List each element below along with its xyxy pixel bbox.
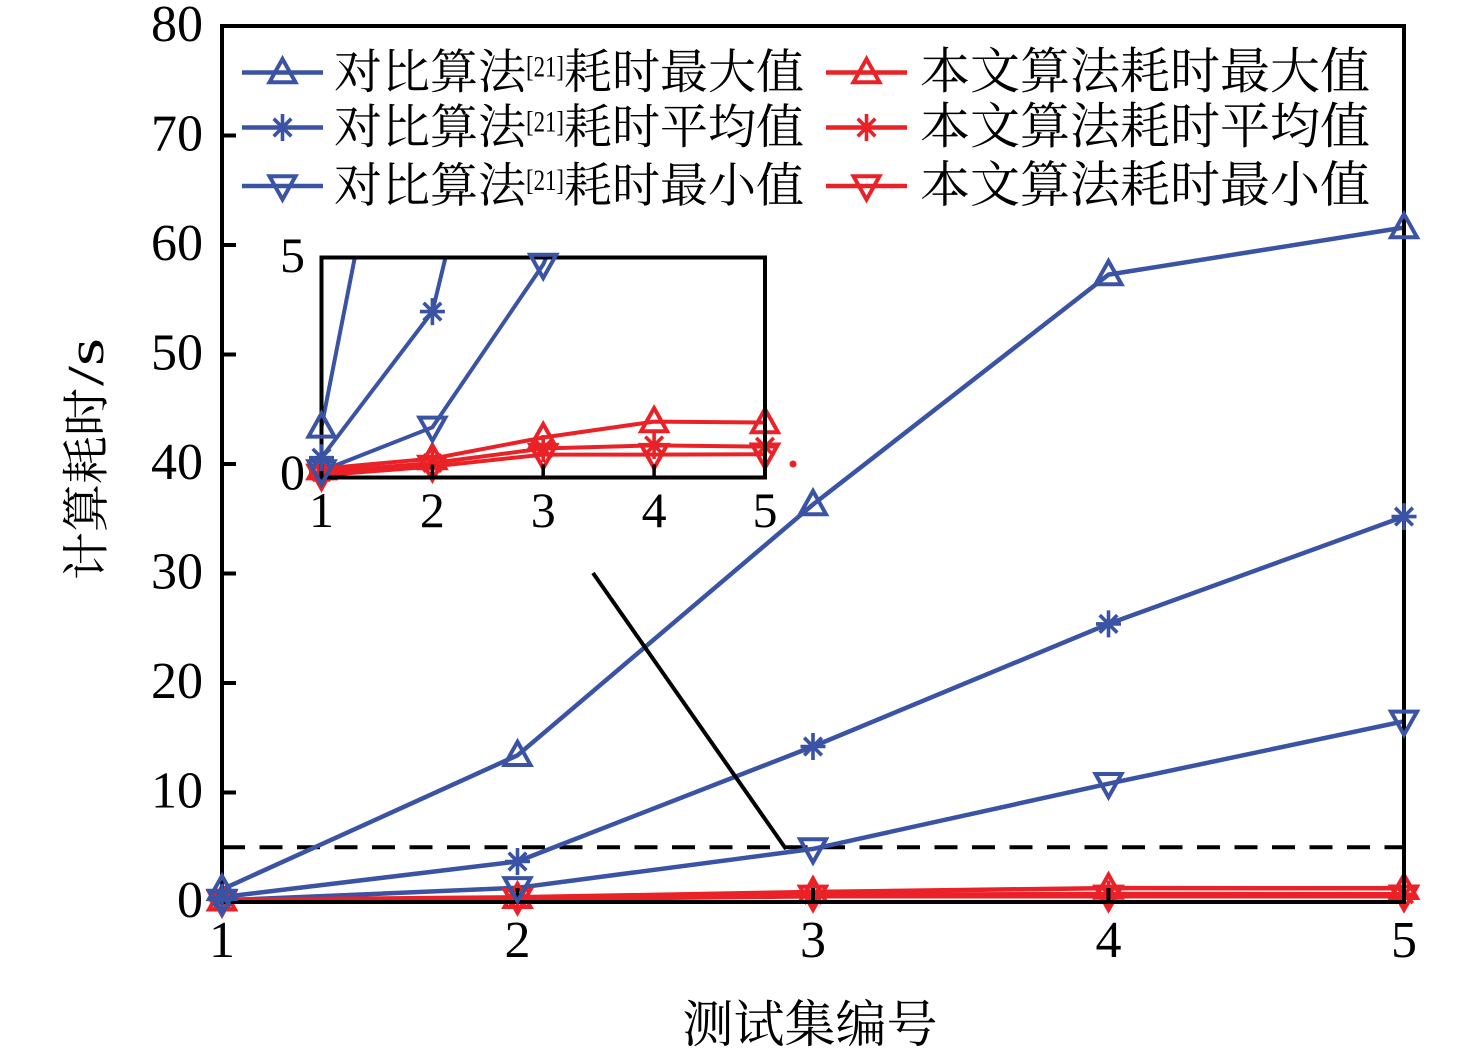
svg-text:10: 10 [151, 763, 203, 820]
svg-text:5: 5 [1391, 912, 1417, 969]
svg-text:[21]: [21] [526, 164, 564, 197]
svg-text:2: 2 [505, 912, 531, 969]
svg-text:0: 0 [280, 444, 305, 500]
svg-text:5: 5 [753, 482, 778, 538]
svg-text:0: 0 [177, 872, 203, 929]
svg-text:4: 4 [642, 482, 667, 538]
svg-text:30: 30 [151, 544, 203, 601]
svg-text:3: 3 [800, 912, 826, 969]
svg-text:3: 3 [531, 482, 556, 538]
svg-text:40: 40 [151, 434, 203, 491]
svg-text:50: 50 [151, 325, 203, 382]
svg-text:2: 2 [420, 482, 445, 538]
svg-text:80: 80 [151, 0, 203, 53]
svg-text:60: 60 [151, 215, 203, 272]
svg-text:[21]: [21] [526, 51, 564, 84]
svg-text:1: 1 [309, 482, 334, 538]
svg-text:/s: /s [58, 338, 115, 386]
svg-text:4: 4 [1096, 912, 1122, 969]
svg-text:1: 1 [209, 912, 235, 969]
svg-text:[21]: [21] [526, 106, 564, 139]
svg-text:70: 70 [151, 106, 203, 163]
svg-text:5: 5 [280, 227, 305, 283]
svg-text:20: 20 [151, 653, 203, 710]
